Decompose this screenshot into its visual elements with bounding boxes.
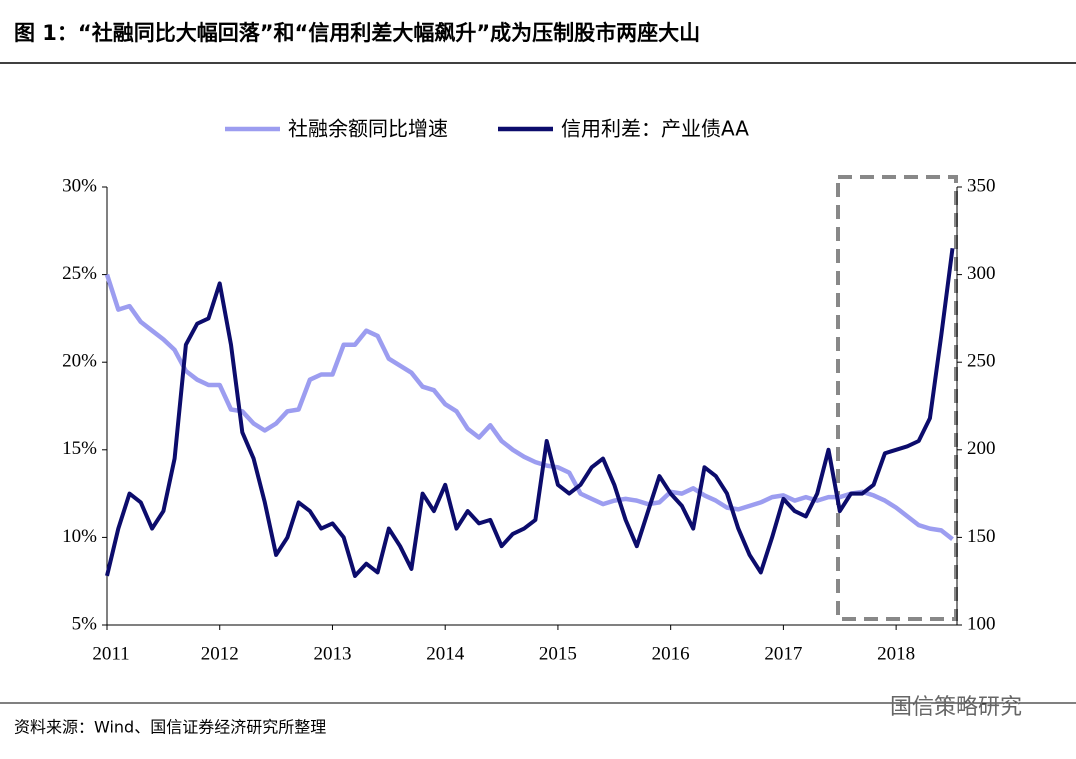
y2-tick-label: 350 <box>967 175 996 196</box>
x-tick-label: 2013 <box>313 643 351 664</box>
legend: 社融余额同比增速 信用利差：产业债AA <box>225 117 749 141</box>
y-tick-label: 30% <box>62 175 97 196</box>
x-tick-label: 2011 <box>92 643 129 664</box>
series-line <box>104 273 954 541</box>
highlight-box <box>836 175 958 621</box>
chart-title: 图 1：“社融同比大幅回落”和“信用利差大幅飙升”成为压制股市两座大山 <box>14 21 700 45</box>
x-tick-label: 2018 <box>877 643 915 664</box>
x-tick-label: 2016 <box>652 643 690 664</box>
y-tick-label: 20% <box>62 351 97 372</box>
y-tick-label: 10% <box>62 526 97 547</box>
legend-label: 社融余额同比增速 <box>288 117 448 141</box>
watermark: 国信策略研究 <box>890 695 1022 720</box>
y2-tick-label: 100 <box>967 613 996 634</box>
y2-tick-label: 200 <box>967 438 996 459</box>
y2-tick-label: 150 <box>967 526 996 547</box>
x-tick-label: 2014 <box>426 643 465 664</box>
series-line <box>105 248 955 578</box>
source-note: 资料来源：Wind、国信证券经济研究所整理 <box>14 718 326 737</box>
y-tick-label: 15% <box>62 438 97 459</box>
x-tick-label: 2017 <box>764 643 802 664</box>
y2-tick-label: 250 <box>967 351 996 372</box>
y-tick-label: 25% <box>62 263 97 284</box>
y-tick-label: 5% <box>72 613 98 634</box>
x-tick-label: 2012 <box>201 643 239 664</box>
legend-label: 信用利差：产业债AA <box>561 117 749 141</box>
y2-tick-label: 300 <box>967 263 996 284</box>
x-tick-label: 2015 <box>539 643 577 664</box>
